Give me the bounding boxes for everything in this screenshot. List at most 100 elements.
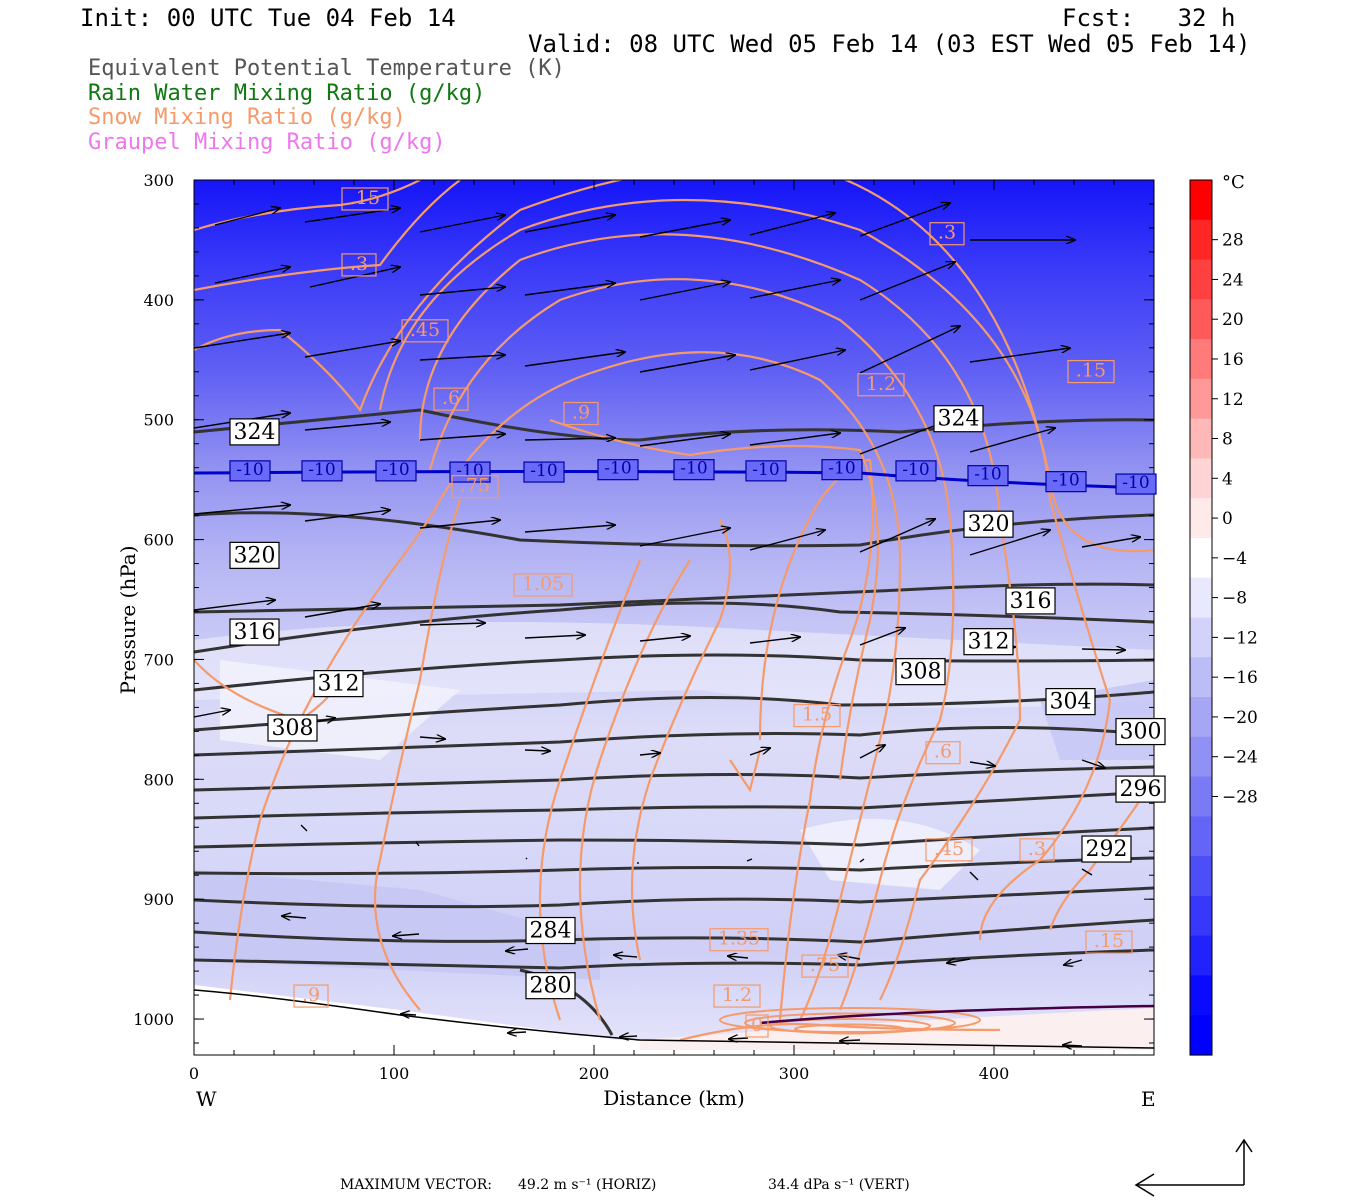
theta-e-label-text: 320 [234,543,276,568]
isotherm-label-box [745,460,787,482]
wind-vector [969,762,995,766]
theta-e-line [194,726,1154,757]
legend-theta-e: Equivalent Potential Temperature (K) [88,56,565,81]
wind-vector [639,636,690,642]
snow-label-text: .15 [1094,930,1124,952]
wind-vector [419,215,505,233]
ground-line [194,989,1154,1049]
colorbar-swatch [1190,339,1212,380]
theta-e-line [194,765,1154,792]
isotherm-label-box [229,460,271,482]
y-tick-label: 400 [143,291,174,310]
isotherm-label-text: -10 [530,461,557,481]
wind-vector [729,1038,749,1039]
wind-vector [1081,759,1105,768]
snow-label-box [341,253,377,277]
snow-label: .6 [433,387,469,411]
isotherm-label-text: -10 [974,465,1001,485]
theta-e-label-box [229,418,280,446]
isotherm-label-text: -10 [828,459,855,479]
colorbar-swatch [1190,657,1212,698]
snow-label-box [1085,930,1133,954]
wind-vector [728,956,749,958]
snow-label-box [801,954,849,978]
isotherm-label: -10 [1045,471,1087,493]
snow-label: 1.35 [709,928,769,952]
theta-e-label-box [1045,687,1096,716]
theta-e-label: 320 [229,541,280,569]
y-tick-label: 900 [143,890,174,909]
wind-vector [620,1036,638,1037]
wind-vector [749,213,835,236]
snow-label-text: .6 [934,741,952,763]
snow-label: 1.05 [513,573,573,597]
colorbar-swatch [1190,180,1212,221]
isotherm-label-box [523,461,565,483]
colorbar-tick-label: −20 [1222,708,1258,728]
wind-vector [1063,1045,1083,1046]
wind-vector [194,505,290,515]
snow-label: .15 [1085,930,1133,954]
wind-vector [524,750,550,751]
wind-vector [194,333,290,349]
isotherm-label-text: -10 [1122,473,1149,493]
snow-label-text: .15 [350,187,380,209]
colorbar-swatch [1190,736,1212,778]
theta-e-label: 304 [1045,687,1096,716]
wind-vector [401,1014,417,1015]
theta-e-label-text: 312 [968,630,1010,655]
snow-contour-line [578,559,691,1021]
isotherm-label-text: -10 [1052,471,1079,491]
y-tick-label: 600 [143,531,174,550]
x-tick-label: 100 [379,1064,410,1083]
legend-graupel: Graupel Mixing Ratio (g/kg) [88,130,446,155]
isotherm-label: -10 [745,460,787,482]
isotherm-label: -10 [375,460,417,482]
wind-vector [524,525,615,533]
snow-contour-ring [794,1023,906,1035]
wind-vector [749,748,770,756]
theta-e-label-text: 312 [318,672,360,697]
snow-label-text: .3 [938,222,956,244]
theta-e-label: 284 [525,916,576,945]
snow-label-text: 0 [751,1014,763,1036]
max-vector-label: MAXIMUM VECTOR: [340,1177,492,1193]
snow-label: .75 [801,954,849,978]
colorbar-swatch [1190,697,1212,738]
snow-label-box [1067,359,1115,384]
wind-vector [300,824,308,832]
theta-e-label-box [267,714,318,742]
theta-e-label-text: 316 [1010,589,1052,614]
wind-vector [859,262,955,301]
snow-label-box [745,1014,769,1038]
theta-e-label-text: 324 [938,407,980,432]
wind-vector [419,434,505,441]
wind-vector [524,635,585,638]
snow-label-text: .45 [934,838,964,860]
snow-contour-line [729,749,762,793]
theta-e-line [194,826,1154,849]
east-label: E [1141,1087,1156,1111]
wind-vector [969,348,1070,363]
isotherm-label: -10 [673,459,715,481]
snow-label-text: 1.2 [722,984,752,1006]
wind-vector [419,623,485,625]
colorbar-tick-label: 24 [1222,270,1244,290]
snow-label: 0 [745,1014,769,1038]
wind-vector [639,753,660,755]
theta-e-label: 280 [525,972,576,1000]
wind-vector [859,628,905,646]
snow-label-text: .15 [1076,360,1106,382]
isotherm-label-box [301,460,343,482]
isotherm-label: -10 [1115,473,1157,495]
snow-label-box [433,387,469,411]
wind-vector [419,737,445,739]
snow-label-text: .9 [572,402,590,424]
colorbar-tick-label: 12 [1222,390,1244,410]
snow-label-text: 1.35 [718,928,760,950]
y-tick-label: 800 [143,770,174,789]
y-tick-label: 500 [143,411,174,430]
wind-vector [524,215,615,233]
colorbar-swatch [1190,219,1212,261]
theta-e-label-text: 308 [272,716,314,741]
